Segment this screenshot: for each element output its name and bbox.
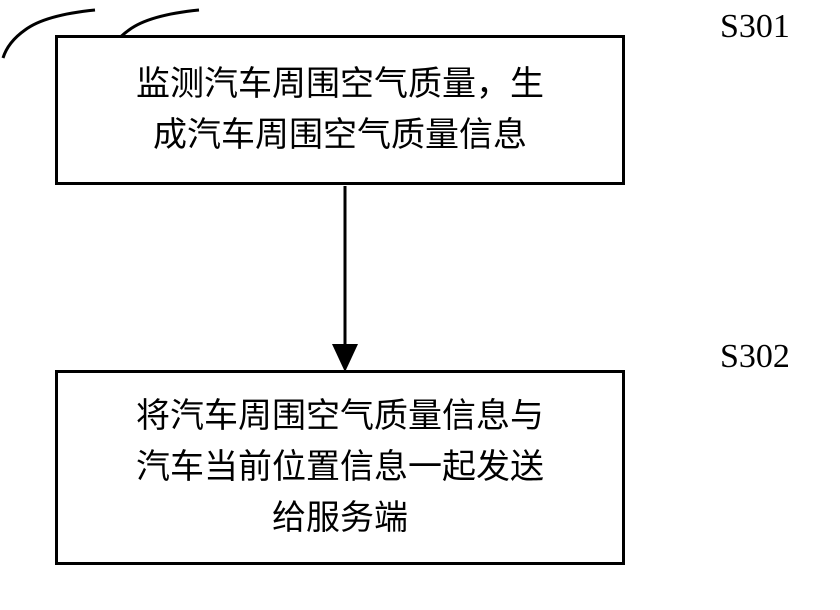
arrow-s301-to-s302 bbox=[320, 186, 370, 372]
step-text-s301: 监测汽车周围空气质量，生成汽车周围空气质量信息 bbox=[136, 59, 544, 161]
step-text-s302: 将汽车周围空气质量信息与汽车当前位置信息一起发送给服务端 bbox=[136, 391, 544, 544]
step-box-s301: 监测汽车周围空气质量，生成汽车周围空气质量信息 bbox=[55, 35, 625, 185]
flowchart-container: 监测汽车周围空气质量，生成汽车周围空气质量信息 S301 将汽车周围空气质量信息… bbox=[0, 0, 840, 610]
step-label-s302: S302 bbox=[720, 338, 790, 376]
step-box-s302: 将汽车周围空气质量信息与汽车当前位置信息一起发送给服务端 bbox=[55, 370, 625, 565]
step-label-s301: S301 bbox=[720, 8, 790, 46]
